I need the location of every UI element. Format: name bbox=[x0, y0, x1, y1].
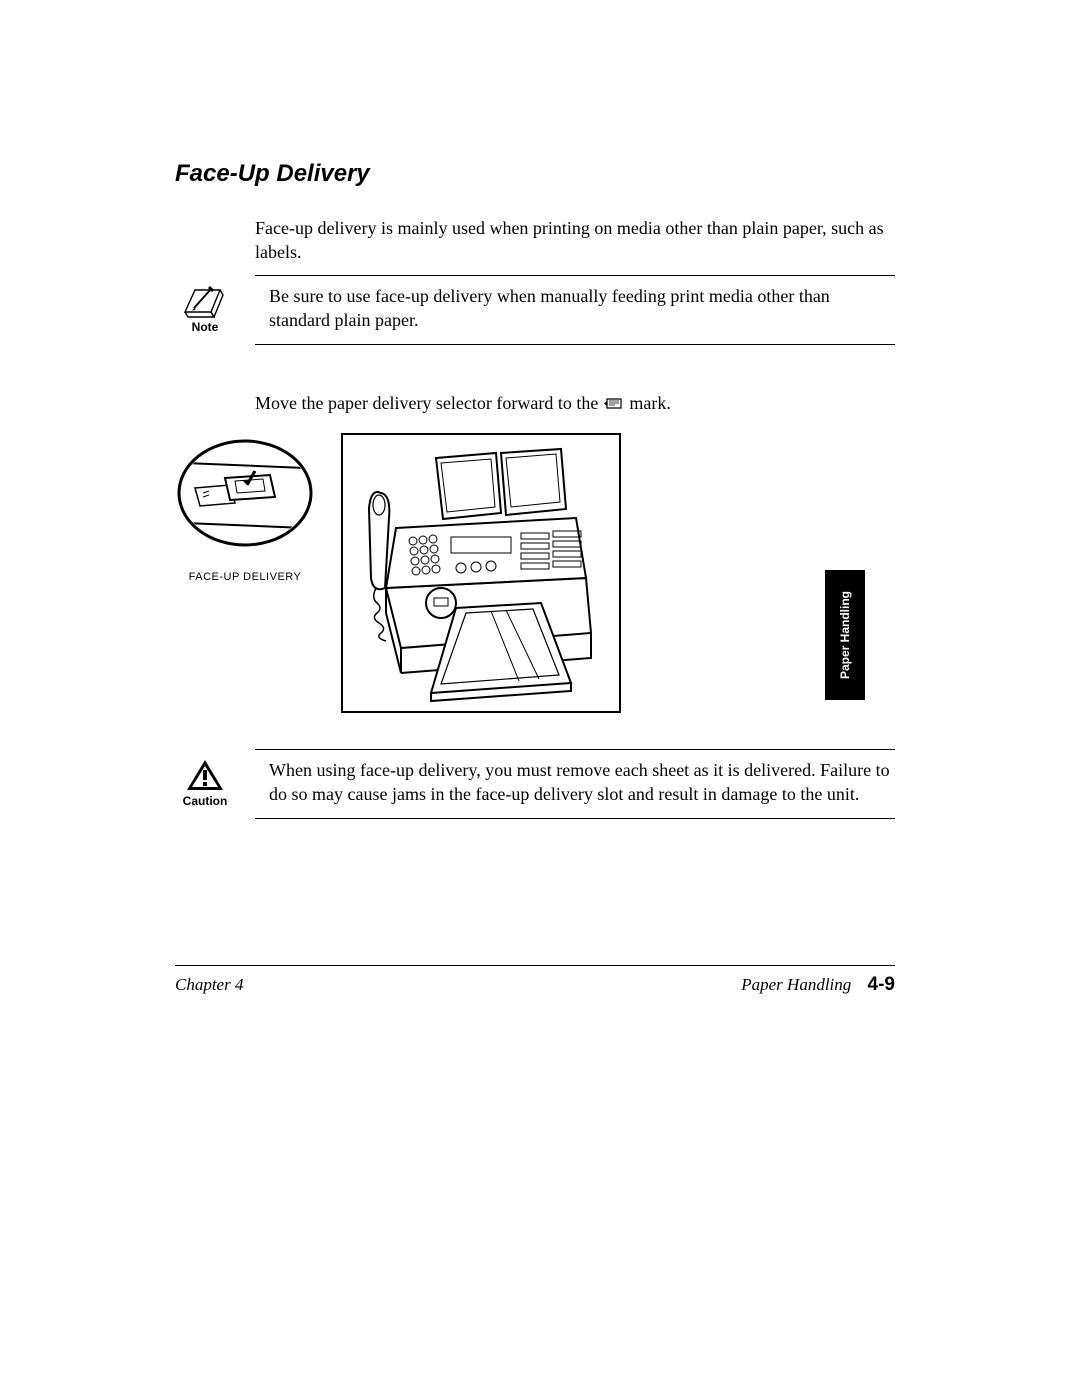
caution-callout: Caution When using face-up delivery, you… bbox=[255, 749, 895, 819]
figure-selector-closeup: FACE-UP DELIVERY bbox=[175, 433, 315, 713]
figure-selector-label: FACE-UP DELIVERY bbox=[189, 571, 302, 583]
section-title: Face-Up Delivery bbox=[175, 160, 895, 188]
caution-icon-col: Caution bbox=[175, 758, 235, 808]
printer-illustration bbox=[341, 433, 621, 713]
paper-mark-icon bbox=[603, 396, 625, 411]
selector-closeup-illustration bbox=[175, 433, 315, 563]
note-text: Be sure to use face-up delivery when man… bbox=[269, 284, 895, 333]
page-footer: Chapter 4 Paper Handling 4-9 bbox=[175, 965, 895, 996]
side-tab-label: Paper Handling bbox=[838, 591, 852, 679]
footer-section: Paper Handling bbox=[741, 975, 851, 994]
selector-text-post: mark. bbox=[625, 393, 671, 413]
intro-paragraph: Face-up delivery is mainly used when pri… bbox=[255, 216, 895, 265]
figure-printer bbox=[341, 433, 621, 713]
footer-page-number: 4-9 bbox=[868, 974, 895, 995]
caution-label: Caution bbox=[183, 794, 228, 808]
pencil-note-icon bbox=[184, 284, 226, 318]
footer-chapter: Chapter 4 bbox=[175, 975, 243, 995]
note-icon-col: Note bbox=[175, 284, 235, 334]
selector-text-pre: Move the paper delivery selector forward… bbox=[255, 393, 603, 413]
note-callout: Note Be sure to use face-up delivery whe… bbox=[255, 275, 895, 345]
side-tab: Paper Handling bbox=[825, 570, 865, 700]
selector-instruction: Move the paper delivery selector forward… bbox=[255, 391, 895, 415]
note-label: Note bbox=[192, 320, 219, 334]
figures-row: FACE-UP DELIVERY bbox=[175, 433, 895, 713]
footer-right: Paper Handling 4-9 bbox=[741, 974, 895, 996]
caution-text: When using face-up delivery, you must re… bbox=[269, 758, 895, 807]
caution-triangle-icon bbox=[185, 758, 225, 792]
